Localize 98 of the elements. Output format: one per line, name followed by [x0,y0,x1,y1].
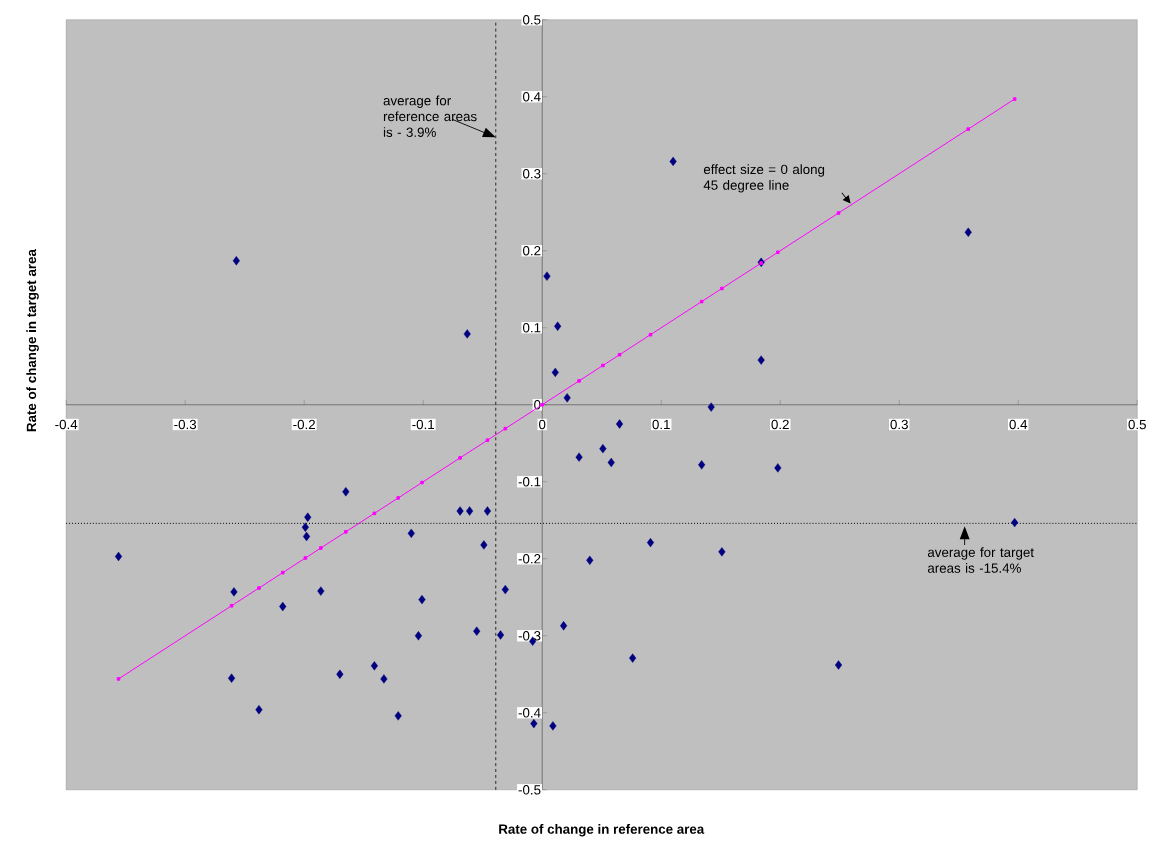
point [336,669,344,679]
point [607,457,615,468]
point [414,631,422,641]
point [1011,517,1019,528]
x-tick-label: -0.1 [412,419,435,430]
point [228,673,236,683]
point [669,156,677,167]
point [501,584,509,595]
x-tick-label: 0.1 [652,419,670,430]
point [966,127,971,131]
point [420,480,424,485]
x-axis-title: Rate of change in reference area [499,823,705,837]
point [418,594,426,605]
y-tick-label: 0.3 [523,168,541,179]
y-tick-label: 0.5 [523,14,541,25]
x-tick-label: 0.3 [890,419,908,430]
point [835,660,843,670]
point [563,393,571,403]
point [575,452,583,462]
point [483,506,491,516]
point [473,626,481,636]
point [372,511,377,516]
x-tick-label: -0.3 [174,419,197,430]
point [257,586,261,590]
point [116,677,121,681]
point [718,547,726,557]
point [232,256,240,266]
point [466,506,474,516]
point [1012,97,1017,101]
point [599,443,607,454]
point [279,601,287,612]
point [303,556,308,560]
point [301,522,309,532]
point [342,487,350,497]
ref-line-label: average for reference areas is - 3.9% [383,95,477,137]
annotation: effect size = 0 along 45 degree line [703,164,825,193]
x-tick-label: 0.2 [771,419,789,430]
y-tick-label: -0.5 [518,785,541,795]
x-tick-label: -0.4 [55,419,78,430]
point [698,460,706,470]
point [317,586,325,596]
point [617,352,622,357]
point [560,621,568,631]
x-tick-label: 0.4 [1009,419,1028,430]
point [543,271,551,281]
point [646,537,655,548]
point [776,250,780,255]
x-tick-label: -0.2 [293,419,315,430]
y-tick-label: -0.4 [518,708,541,718]
point [497,630,505,640]
point [396,496,400,500]
point [616,419,624,429]
point [255,705,263,715]
point [344,529,348,534]
y-tick-label: -0.2 [518,554,541,564]
point [394,711,402,721]
point [280,570,285,575]
point [836,211,841,215]
point [551,367,559,377]
point [230,587,238,597]
point [577,379,581,383]
point [601,363,605,368]
point [699,299,704,304]
point [759,261,763,265]
point [114,551,123,562]
point [304,512,312,522]
point [530,718,538,729]
point [463,329,471,339]
point [629,653,637,663]
y-tick-label: -0.3 [518,631,541,641]
y-tick-label: 0.1 [523,322,541,333]
point [554,321,562,331]
point [549,721,557,731]
legend-label: average for target areas is -15.4% [927,547,1034,573]
point [586,555,594,565]
point [757,355,765,365]
point [370,661,378,671]
point [707,402,715,412]
point [229,603,234,608]
y-tick-label: -0.1 [518,476,541,487]
y-tick-label: 0.2 [523,245,541,256]
point [648,332,653,337]
x-tick-label: 0.5 [1128,419,1146,430]
point [480,540,488,550]
y-tick-label: 0.4 [523,91,541,102]
point [303,531,311,542]
point [503,426,508,431]
y-tick-label: 0 [534,399,541,410]
point [485,438,490,442]
point [319,546,323,550]
point [456,506,464,516]
y-axis-title: Rate of change in target area [26,248,39,432]
point [407,528,415,538]
point [720,286,724,291]
point [964,227,972,237]
point [380,674,388,684]
point [458,456,462,460]
point [774,463,782,473]
